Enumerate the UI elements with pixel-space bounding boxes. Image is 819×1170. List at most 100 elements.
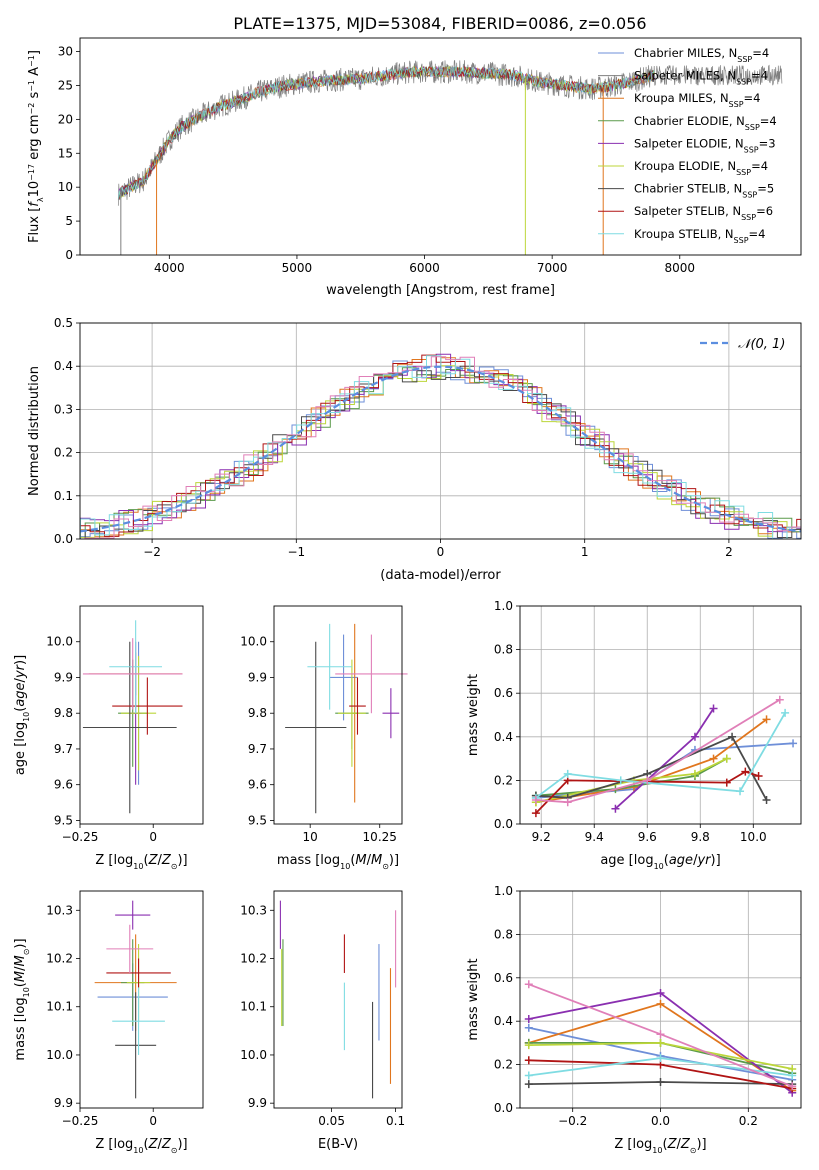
x-axis-label: Z [log10(Z/Z⊙)] [95, 853, 187, 871]
mass-weight-vs-metallicity-panel: −0.2 0.0 0.2 0.0 0.2 0.4 0.6 0.8 1.0 Z [log10(Z/Z… [466, 884, 802, 1155]
mass-weight-point-marker [524, 1041, 533, 1050]
y-tick-label: 10.0 [240, 635, 267, 649]
y-tick-label: 10.0 [46, 1048, 73, 1062]
mass-weight-point-marker [690, 769, 699, 778]
mass-weight-point-marker [524, 1023, 533, 1032]
y-tick-label: 30 [58, 45, 73, 59]
mass-weight-series-line [535, 757, 728, 804]
y-tick-label: 9.6 [54, 778, 73, 792]
y-tick-label: 9.6 [248, 778, 267, 792]
y-tick-label: 0.0 [494, 1101, 513, 1115]
histogram-step-line [80, 356, 801, 539]
mass-weight-point-marker [762, 796, 771, 805]
x-tick-label: 1 [581, 545, 589, 559]
y-tick-label: 0.1 [54, 489, 73, 503]
mass-weight-point-marker [531, 809, 540, 818]
y-axis-label: mass [log10(M/M⊙)] [13, 938, 31, 1060]
y-tick-label: 9.9 [54, 1096, 73, 1110]
y-tick-label: 10.3 [240, 903, 267, 917]
mass-weight-point-marker [563, 769, 572, 778]
histogram-step-line [80, 355, 801, 539]
mass-weight-series-line [535, 698, 781, 804]
mass-weight-vs-age-panel: 9.2 9.4 9.6 9.8 10.0 0.0 0.2 0.4 0.6 0.8 1.0 age [l… [466, 599, 802, 871]
axes-frame [79, 890, 204, 1109]
normal-fit-line [80, 365, 801, 533]
y-axis-label: mass weight [466, 958, 481, 1040]
mass-weight-point-marker [524, 1071, 533, 1080]
y-axis-label: Normed distribution [27, 366, 42, 496]
y-tick-label: 9.5 [54, 813, 73, 827]
y-tick-label: 15 [58, 146, 73, 160]
x-tick-label: 0.05 [318, 1114, 345, 1128]
y-tick-label: 0.3 [54, 402, 73, 416]
y-tick-label: 9.8 [248, 706, 267, 720]
mass-weight-series-line [535, 718, 768, 804]
model-spectrum-line [118, 66, 655, 200]
y-tick-label: 0.2 [54, 446, 73, 460]
mass-weight-series-line [535, 757, 728, 797]
y-tick-label: 0.2 [494, 773, 513, 787]
residual-histogram-panel: −2 −1 0 1 2 0.0 0.1 0.2 0.3 0.4 0.5 (data-model)/er… [27, 316, 802, 583]
y-tick-label: 0 [65, 248, 73, 262]
y-tick-label: 0.8 [494, 927, 513, 941]
x-tick-label: 9.2 [532, 830, 551, 844]
x-tick-label: 9.4 [585, 830, 604, 844]
mass-weight-point-marker [643, 776, 652, 785]
mass-weight-point-marker [690, 732, 699, 741]
y-tick-label: 9.8 [54, 706, 73, 720]
figure-title: PLATE=1375, MJD=53084, FIBERID=0086, z=0… [233, 14, 646, 33]
x-tick-label: 4000 [154, 261, 185, 275]
y-tick-label: 10.3 [46, 903, 73, 917]
y-tick-label: 10.0 [240, 1048, 267, 1062]
x-tick-label: 0 [437, 545, 445, 559]
y-tick-label: 10.0 [46, 635, 73, 649]
y-tick-label: 9.9 [54, 670, 73, 684]
x-tick-label: 0.0 [651, 1114, 670, 1128]
histogram-step-line [80, 354, 801, 537]
histogram-steps [80, 353, 801, 539]
x-tick-label: 6000 [409, 261, 440, 275]
mass-weight-point-marker [741, 767, 750, 776]
mass-weight-series-line [614, 708, 715, 810]
legend-label: Kroupa MILES, NSSP=4 [634, 91, 760, 109]
x-tick-label: 0.2 [739, 1114, 758, 1128]
x-tick-label: 7000 [537, 261, 568, 275]
x-tick-label: 10 [303, 830, 318, 844]
legend-label: Chabrier ELODIE, NSSP=4 [634, 114, 777, 132]
mass-weight-point-marker [563, 798, 572, 807]
y-tick-label: 20 [58, 112, 73, 126]
axes-frame [519, 605, 802, 825]
legend-label: Salpeter ELODIE, NSSP=3 [634, 136, 776, 154]
x-tick-label: 0 [149, 1114, 157, 1128]
histogram-step-line [80, 365, 801, 539]
model-spectrum-line [117, 66, 655, 200]
y-tick-label: 9.9 [248, 1096, 267, 1110]
y-tick-label: 0.6 [494, 686, 513, 700]
y-tick-label: 0.2 [494, 1058, 513, 1072]
axes-frame [79, 322, 802, 540]
mass-weight-point-marker [656, 988, 665, 997]
mass-weight-point-marker [788, 1071, 797, 1080]
x-tick-label: −0.25 [62, 1114, 99, 1128]
mass-vs-metallicity-panel: −0.25 0 9.9 10.0 10.1 10.2 10.3 Z [log10(Z/Z⊙)]… [13, 890, 204, 1155]
mass-weight-point-marker [722, 754, 731, 763]
x-tick-label: 9.8 [691, 830, 710, 844]
y-tick-label: 0.4 [494, 730, 513, 744]
axes-frame [79, 37, 802, 256]
x-tick-label: 9.6 [638, 830, 657, 844]
x-tick-label: 10.0 [740, 830, 767, 844]
mass-weight-point-marker [656, 1054, 665, 1063]
y-axis-label: Flux [fλ10−17 erg cm−2 s−1 A−1] [27, 50, 45, 243]
axes-frame [273, 890, 403, 1109]
mass-weight-point-marker [531, 796, 540, 805]
axes-frame [273, 605, 403, 825]
mass-weight-point-marker [709, 704, 718, 713]
y-tick-label: 0.0 [54, 532, 73, 546]
y-tick-label: 10.2 [46, 952, 73, 966]
x-tick-label: 5000 [282, 261, 313, 275]
mass-weight-point-marker [656, 1038, 665, 1047]
mass-weight-point-marker [524, 980, 533, 989]
legend-label: Chabrier STELIB, NSSP=5 [634, 182, 774, 200]
y-tick-label: 5 [65, 214, 73, 228]
